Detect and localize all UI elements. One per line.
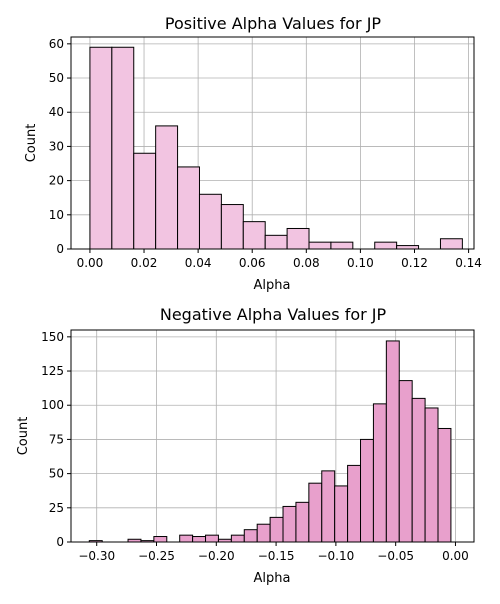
histogram-bar [424,407,439,543]
histogram-bar [330,241,354,250]
x-axis-label: Alpha [254,278,291,293]
x-tick-label: −0.05 [377,549,414,563]
histogram-bar [133,152,157,250]
histogram-bar [198,193,222,250]
histogram-bar [111,46,135,250]
histogram-bar [374,241,398,250]
x-tick-label: −0.20 [198,549,235,563]
x-tick-label: 0.06 [239,256,266,270]
y-axis-label: Count [24,124,39,163]
x-tick-label: −0.30 [78,549,115,563]
histogram-bar [308,482,323,543]
histogram-bar [264,234,288,250]
histogram-bar [155,125,179,250]
histogram-bar [411,397,426,543]
y-tick-label: 100 [41,398,64,412]
histogram-bar [372,403,387,543]
x-tick-label: 0.08 [293,256,320,270]
histogram-bar [220,204,244,250]
y-tick-label: 30 [49,139,64,153]
y-tick-label: 50 [49,467,64,481]
y-tick-label: 25 [49,501,64,515]
histogram-bar [205,534,219,543]
y-tick-label: 60 [49,37,64,51]
x-tick-label: −0.15 [258,549,295,563]
histogram-bar [295,501,310,543]
y-tick-label: 10 [49,208,64,222]
histogram-bar [153,536,168,543]
y-axis-label: Count [16,417,31,456]
histogram-bar [308,241,332,250]
x-tick-label: 0.10 [347,256,374,270]
y-tick-label: 125 [41,364,64,378]
y-tick-label: 75 [49,432,64,446]
x-tick-label: 0.12 [401,256,428,270]
x-tick-label: 0.00 [442,549,469,563]
histogram-bar [269,516,284,543]
histogram-bar [256,523,271,543]
histogram-bar [192,536,207,543]
axis-ticks: −0.30 −0.25 −0.20 −0.15 −0.10 −0.05 0.00 0 25 50 7… [41,330,469,563]
x-tick-label: 0.14 [455,256,482,270]
histogram-bar [282,505,297,543]
y-tick-label: 20 [49,174,64,188]
histogram-bar [360,438,374,543]
x-tick-label: 0.00 [77,256,104,270]
x-axis-label: Alpha [254,571,291,586]
histogram-bar [230,534,245,543]
x-tick-label: 0.02 [131,256,158,270]
plot-frame [70,36,475,250]
bars [89,46,463,250]
positive-alpha-histogram: Positive Alpha Values for JP 0.00 0.02 0.0… [24,14,482,293]
histogram-bar [179,534,194,543]
histogram-bar [243,529,258,543]
histogram-bar [347,464,362,543]
histogram-bar [398,380,413,543]
histogram-bar [437,427,452,543]
histogram-bar [396,245,420,250]
x-tick-label: −0.10 [317,549,354,563]
histogram-bar [439,238,463,250]
chart-title: Negative Alpha Values for JP [160,305,387,324]
histogram-bar [177,166,200,250]
histogram-bar [242,221,266,250]
histogram-bar [334,485,349,543]
negative-alpha-histogram: Negative Alpha Values for JP −0.30 −0.25−… [16,305,475,586]
x-tick-label: 0.04 [185,256,212,270]
y-tick-label: 0 [56,535,64,549]
y-tick-label: 0 [56,242,64,256]
y-tick-label: 50 [49,71,64,85]
histogram-bar [385,340,400,543]
bars [88,340,452,543]
histogram-bar [89,46,113,250]
histogram-bar [286,227,310,250]
x-tick-label: −0.25 [138,549,175,563]
chart-title: Positive Alpha Values for JP [165,14,382,33]
plot-frame [70,329,475,543]
y-tick-label: 150 [41,330,64,344]
y-tick-label: 40 [49,105,64,119]
histogram-bar [321,470,336,543]
axis-ticks: 0.00 0.02 0.04 0.06 0.08 0.10 0.12 0.14 0 10 20 30 4… [49,37,482,270]
